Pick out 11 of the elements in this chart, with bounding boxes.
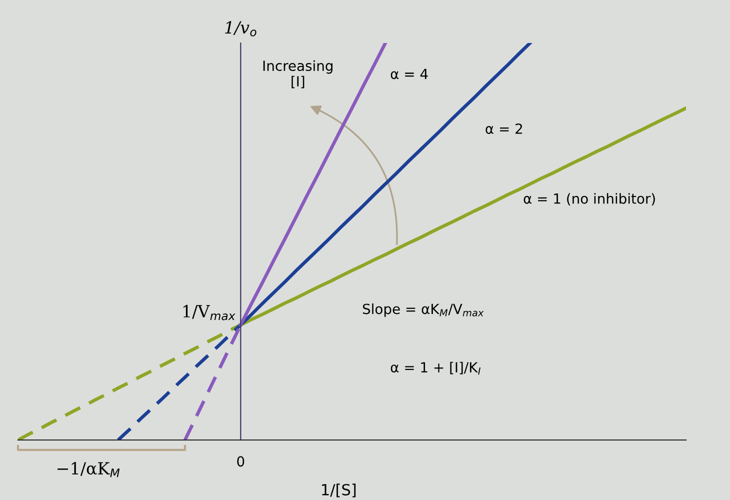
annotation: α = 2 [486,123,522,134]
annotation: Slope = αK$_{M}$/V$_{max}$ [362,303,484,317]
text: 0 [237,456,244,467]
annotation: α = 1 (no inhibitor) [524,193,655,206]
y-axis-title: 1/v$_{o}$ [225,21,256,36]
annotation: 1/V$_{max}$ [183,304,236,320]
annotation: α = 1 + [I]/K$_{I}$ [390,362,480,375]
annotation: Increasing [I] [263,60,332,88]
annotation: α = 4 [390,68,428,80]
text: −1/αK$_{M}$ [58,462,120,478]
x-axis-title: 1/[S] [322,484,356,498]
